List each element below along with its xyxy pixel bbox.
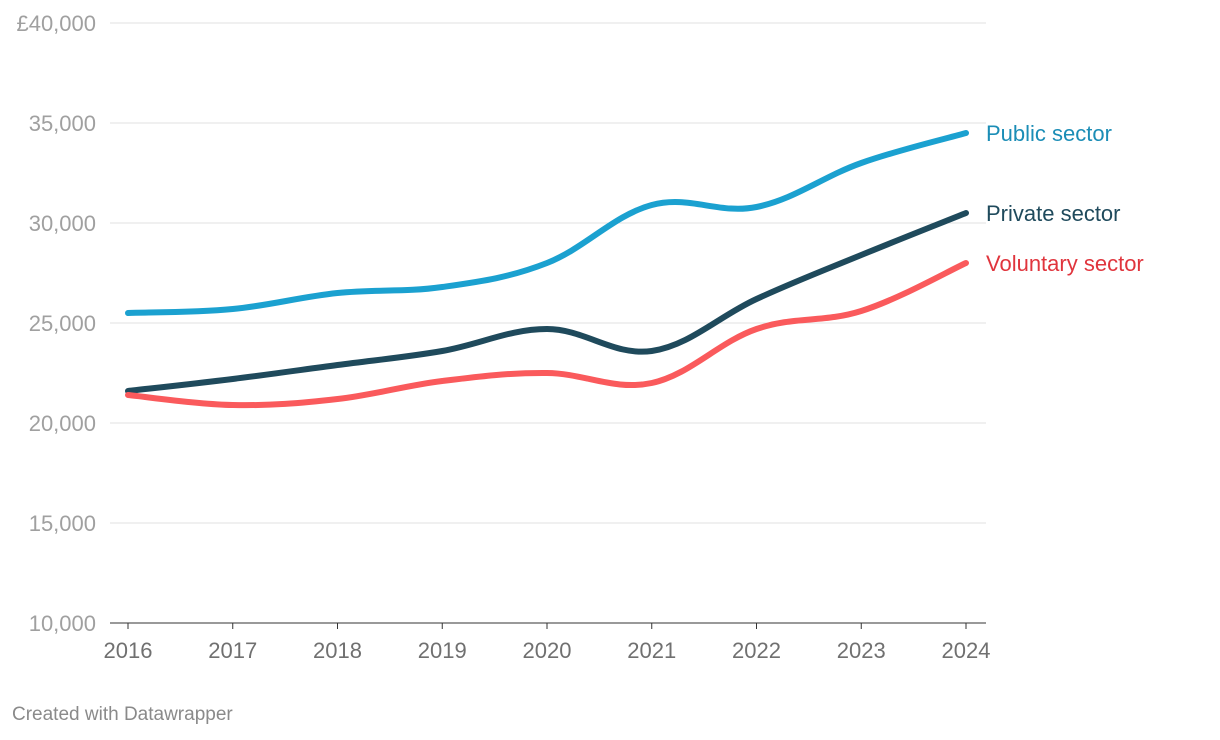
x-tick-label: 2020 [523, 638, 572, 663]
public-sector-label: Public sector [986, 121, 1112, 146]
voluntary-sector-label: Voluntary sector [986, 251, 1144, 276]
voluntary-sector-line [125, 260, 969, 409]
x-tick-label: 2024 [942, 638, 991, 663]
x-tick-label: 2017 [208, 638, 257, 663]
y-tick-label: 25,000 [29, 311, 96, 336]
x-tick-label: 2016 [104, 638, 153, 663]
y-tick-label: £40,000 [16, 11, 96, 36]
private-sector-label: Private sector [986, 201, 1121, 226]
y-tick-label: 15,000 [29, 511, 96, 536]
series-labels: Public sector Private sector Voluntary sec… [986, 121, 1144, 276]
x-tick-label: 2018 [313, 638, 362, 663]
y-tick-label: 35,000 [29, 111, 96, 136]
x-tick-label: 2022 [732, 638, 781, 663]
footer-credit: Created with Datawrapper [12, 704, 233, 725]
x-tick-label: 2023 [837, 638, 886, 663]
y-tick-label: 10,000 [29, 611, 96, 636]
gridlines [110, 22, 986, 624]
public-sector-line [125, 130, 969, 316]
y-tick-label: 20,000 [29, 411, 96, 436]
private-sector-line [125, 210, 969, 394]
y-tick-label: 30,000 [29, 211, 96, 236]
x-tick-label: 2019 [418, 638, 467, 663]
series-lines [125, 130, 969, 409]
y-axis-tick-labels: £40,000 35,000 30,000 25,000 20,000 15,000 10,… [16, 11, 96, 636]
x-tick-label: 2021 [627, 638, 676, 663]
x-axis-tick-labels: 2016 2017 2018 2019 2020 2021 2022 2023 2024 [104, 623, 991, 663]
